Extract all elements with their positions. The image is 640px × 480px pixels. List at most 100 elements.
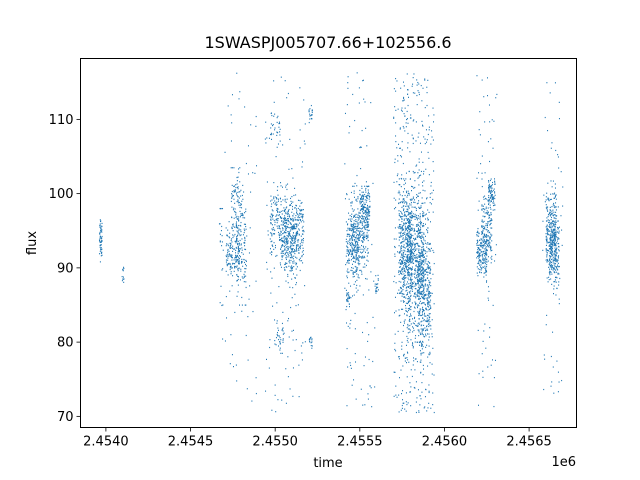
data-point <box>291 243 293 245</box>
data-point <box>401 295 403 297</box>
data-point <box>478 255 480 258</box>
data-point <box>402 284 404 286</box>
data-point <box>407 274 409 277</box>
data-point <box>421 100 423 102</box>
data-point <box>400 231 402 233</box>
data-point <box>419 266 421 268</box>
data-point <box>562 205 564 207</box>
data-point <box>357 217 359 219</box>
data-point <box>405 217 407 220</box>
data-point <box>409 220 410 222</box>
data-point <box>240 268 242 270</box>
data-point <box>357 235 359 237</box>
data-point <box>558 281 560 283</box>
data-point <box>418 221 420 224</box>
data-point <box>351 202 353 204</box>
data-point <box>408 271 410 273</box>
data-point <box>395 90 397 92</box>
data-point <box>421 273 423 276</box>
data-point <box>550 213 552 215</box>
data-point <box>401 293 403 295</box>
data-point <box>489 121 491 123</box>
data-point <box>302 161 304 163</box>
data-point <box>551 255 553 257</box>
data-point <box>409 241 411 243</box>
data-point <box>549 223 551 225</box>
data-point <box>350 253 352 255</box>
data-point <box>357 196 359 198</box>
data-point <box>411 244 413 246</box>
data-point <box>243 228 245 230</box>
data-point <box>362 255 364 257</box>
data-point <box>371 406 373 408</box>
data-point <box>552 250 554 252</box>
data-point <box>344 112 346 115</box>
data-point <box>420 222 422 225</box>
data-point <box>494 209 496 211</box>
data-point <box>414 320 416 322</box>
data-point <box>412 242 414 244</box>
data-point <box>285 251 287 253</box>
data-point <box>296 205 298 207</box>
data-point <box>400 227 402 230</box>
data-point <box>241 194 243 197</box>
data-point <box>554 192 556 194</box>
data-point <box>430 203 432 205</box>
data-point <box>414 180 416 182</box>
data-point <box>554 265 556 267</box>
data-point <box>408 302 410 304</box>
data-point <box>355 266 357 268</box>
data-point <box>356 185 358 187</box>
data-point <box>482 247 484 249</box>
data-point <box>404 222 406 224</box>
data-point <box>555 234 557 237</box>
data-point <box>489 204 491 206</box>
data-point <box>358 260 360 262</box>
data-point <box>485 198 487 200</box>
data-point <box>394 255 396 258</box>
data-point <box>359 201 361 203</box>
data-point <box>362 224 364 226</box>
data-point <box>484 265 486 267</box>
data-point <box>551 242 553 245</box>
data-point <box>281 399 283 401</box>
data-point <box>409 282 411 285</box>
data-point <box>483 198 485 200</box>
data-point <box>232 247 234 250</box>
data-point <box>292 235 294 238</box>
data-point <box>397 173 399 175</box>
data-point <box>414 276 416 278</box>
data-point <box>270 200 272 202</box>
data-point <box>401 287 403 289</box>
data-point <box>555 218 557 220</box>
data-point <box>299 247 301 250</box>
data-point <box>365 211 367 213</box>
data-point <box>416 295 418 297</box>
data-point <box>490 247 492 249</box>
data-point <box>420 328 422 330</box>
data-point <box>485 269 487 271</box>
data-point <box>284 195 286 197</box>
data-point <box>356 233 358 236</box>
data-point <box>402 402 404 404</box>
data-point <box>285 217 287 219</box>
data-point <box>430 292 432 294</box>
data-point <box>423 291 425 293</box>
data-point <box>558 249 560 251</box>
data-point <box>424 143 426 145</box>
data-point <box>420 260 422 262</box>
data-point <box>227 229 229 231</box>
data-point <box>245 223 247 225</box>
data-point <box>294 249 296 251</box>
data-point <box>374 283 376 285</box>
data-point <box>409 391 411 393</box>
data-point <box>429 295 431 297</box>
data-point <box>419 274 421 276</box>
data-point <box>393 280 395 283</box>
data-point <box>222 249 224 251</box>
data-point <box>490 190 492 192</box>
data-point <box>237 199 239 201</box>
data-point <box>290 257 292 259</box>
data-point <box>238 248 240 250</box>
data-point <box>352 226 354 228</box>
